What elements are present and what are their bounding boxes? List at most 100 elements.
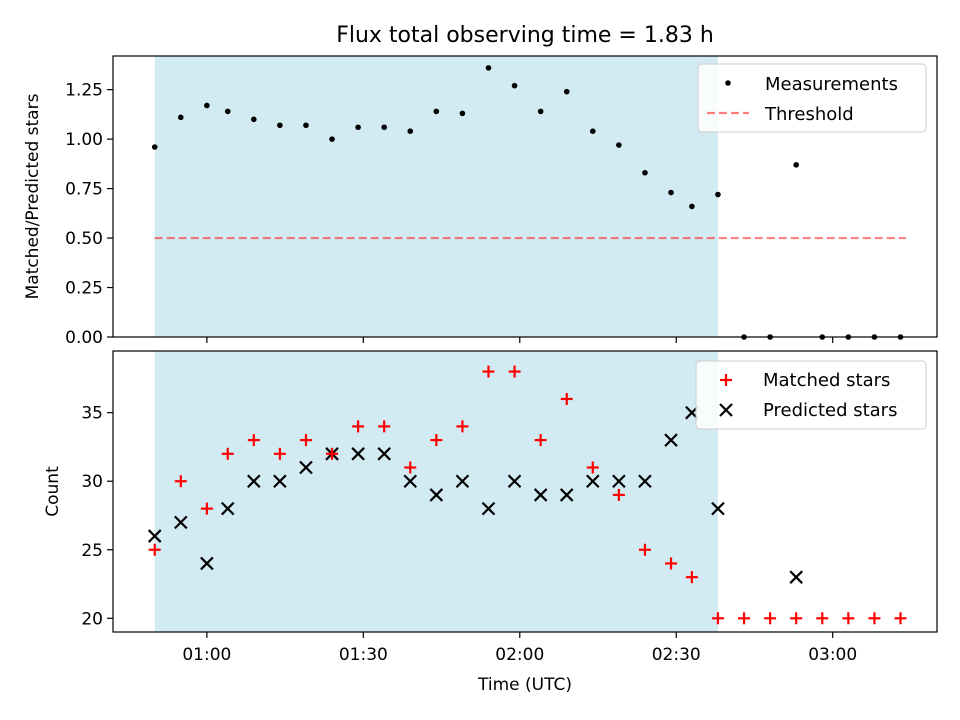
measurement-point — [407, 128, 414, 134]
matched-point — [148, 543, 161, 556]
x-tick-label: 02:30 — [652, 645, 701, 665]
predicted-point-stroke — [147, 529, 162, 543]
predicted-point — [638, 474, 652, 488]
x-tick-label: 02:00 — [495, 645, 544, 665]
y-tick-label: 1.25 — [65, 81, 103, 101]
predicted-point — [481, 501, 496, 516]
matched-point — [378, 420, 391, 433]
predicted-point-stroke — [351, 447, 365, 461]
shaded-interval — [154, 351, 718, 632]
measurement-point — [459, 110, 466, 117]
measurement-point — [251, 116, 257, 123]
predicted-point-stroke — [273, 474, 287, 488]
top-legend-box — [697, 63, 927, 133]
predicted-point-stroke — [220, 501, 235, 516]
bottom-x-ticks: 01:00 01:30 02:00 02:30 03:00 — [182, 632, 857, 665]
matched-point — [894, 612, 907, 625]
y-tick-label: 0.00 — [65, 328, 103, 348]
predicted-point — [174, 515, 188, 530]
predicted-point — [377, 447, 391, 461]
predicted-point — [200, 556, 214, 571]
predicted-point-stroke — [429, 488, 444, 502]
y-tick-label: 0.50 — [65, 229, 103, 249]
measurement-point — [485, 65, 492, 71]
predicted-point — [586, 474, 600, 488]
measurement-point — [433, 108, 440, 115]
measurement-point — [381, 124, 387, 131]
matched-point — [200, 502, 213, 515]
measurement-point — [329, 136, 335, 142]
matched-point — [842, 612, 855, 625]
measurement-point — [642, 169, 648, 176]
measurement-point — [715, 191, 721, 198]
matched-point — [711, 612, 724, 625]
matched-point — [560, 392, 573, 405]
measurement-point — [277, 122, 283, 129]
measurement-point — [204, 102, 210, 109]
top-panel: 0.00 0.25 0.50 0.75 1.00 1.25 Matched/Predict… — [23, 55, 938, 348]
matched-point — [456, 420, 469, 433]
predicted-point-stroke — [174, 515, 188, 530]
measurement-point — [616, 142, 622, 148]
predicted-point — [789, 570, 803, 584]
predicted-point — [507, 474, 522, 488]
predicted-point-stroke — [377, 447, 391, 461]
bottom-panel: 20 25 30 35 01:00 01:30 02:00 02:30 03:00 Count… — [43, 350, 938, 695]
measurement-point — [151, 144, 158, 150]
predicted-point-stroke — [507, 474, 522, 488]
predicted-point — [220, 501, 235, 516]
measurement-point — [303, 122, 309, 129]
predicted-point-stroke — [533, 488, 548, 502]
y-tick-label: 0.75 — [65, 180, 103, 200]
bottom-legend-box — [695, 360, 927, 430]
predicted-point — [455, 474, 470, 488]
top-y-ticks: 0.00 0.25 0.50 0.75 1.00 1.25 — [65, 81, 113, 348]
predicted-point — [664, 433, 678, 447]
predicted-point-stroke — [200, 556, 214, 571]
predicted-point — [273, 474, 287, 488]
matched-point — [247, 434, 260, 447]
top-shaded-interval — [154, 56, 718, 337]
predicted-point — [533, 488, 548, 502]
measurement-point — [224, 108, 231, 115]
predicted-point-stroke — [455, 474, 470, 488]
matched-point — [790, 612, 803, 625]
matched-point — [404, 461, 417, 474]
matched-point — [612, 488, 625, 501]
predicted-point — [299, 460, 313, 475]
matched-point — [174, 475, 187, 488]
measurement-point — [589, 128, 596, 134]
predicted-point-stroke — [711, 501, 725, 516]
matched-point — [221, 447, 234, 460]
measurement-point — [793, 162, 799, 168]
measurement-point — [689, 203, 695, 210]
measurement-point — [511, 82, 518, 89]
measurement-point — [537, 108, 544, 115]
measurement-point — [563, 88, 570, 95]
x-tick-label: 01:30 — [339, 645, 388, 665]
y-tick-label: 0.25 — [65, 279, 103, 299]
chart-title: Flux total observing time = 1.83 h — [336, 23, 714, 48]
matched-point — [352, 420, 365, 433]
predicted-point-stroke — [586, 474, 600, 488]
legend-predicted-label: Predicted stars — [763, 400, 897, 421]
bottom-y-axis-label: Count — [43, 466, 63, 517]
matched-point — [816, 612, 829, 625]
matched-point — [299, 434, 312, 447]
matched-point — [764, 612, 777, 625]
matched-point — [638, 543, 651, 556]
x-tick-label: 03:00 — [808, 645, 857, 665]
bottom-legend: Matched stars Predicted stars — [695, 360, 927, 430]
predicted-point — [147, 529, 162, 543]
legend-matched-label: Matched stars — [763, 370, 890, 391]
predicted-point-stroke — [299, 460, 313, 475]
measurement-point — [355, 124, 361, 131]
top-x-ticks — [206, 337, 834, 343]
predicted-point-stroke — [403, 474, 418, 488]
matched-point — [685, 571, 698, 584]
measurement-point — [668, 189, 674, 196]
predicted-point-stroke — [638, 474, 652, 488]
legend-matched-marker — [720, 374, 732, 386]
matched-point — [273, 447, 286, 460]
